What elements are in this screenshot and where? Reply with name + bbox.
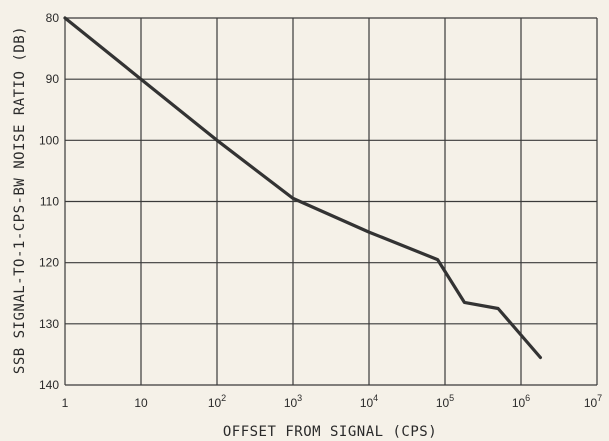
- x-axis-title: OFFSET FROM SIGNAL (CPS): [223, 424, 437, 440]
- x-tick-label: 106: [512, 393, 530, 410]
- y-tick-label: 130: [39, 317, 59, 331]
- y-tick-labels: 80 90 100 110 120 130 140: [39, 11, 59, 392]
- x-tick-label: 104: [360, 393, 378, 410]
- y-tick-label: 140: [39, 378, 59, 392]
- y-tick-label: 90: [46, 72, 60, 86]
- x-tick-label: 102: [208, 393, 226, 410]
- x-tick-labels: 1 10 102 103 104 105 106 107: [62, 393, 603, 410]
- y-tick-label: 100: [39, 133, 59, 147]
- y-axis-title: SSB SIGNAL-TO-1-CPS-BW NOISE RATIO (DB): [12, 26, 28, 374]
- x-tick-label: 105: [436, 393, 454, 410]
- series-line: [63, 16, 542, 360]
- y-tick-label: 120: [39, 256, 59, 270]
- y-tick-label: 80: [46, 11, 60, 25]
- x-tick-label: 1: [62, 396, 69, 410]
- x-tick-label: 103: [284, 393, 302, 410]
- y-tick-label: 110: [40, 195, 59, 209]
- x-tick-label: 10: [134, 396, 148, 410]
- x-tick-label: 107: [584, 393, 602, 410]
- grid: [64, 17, 598, 386]
